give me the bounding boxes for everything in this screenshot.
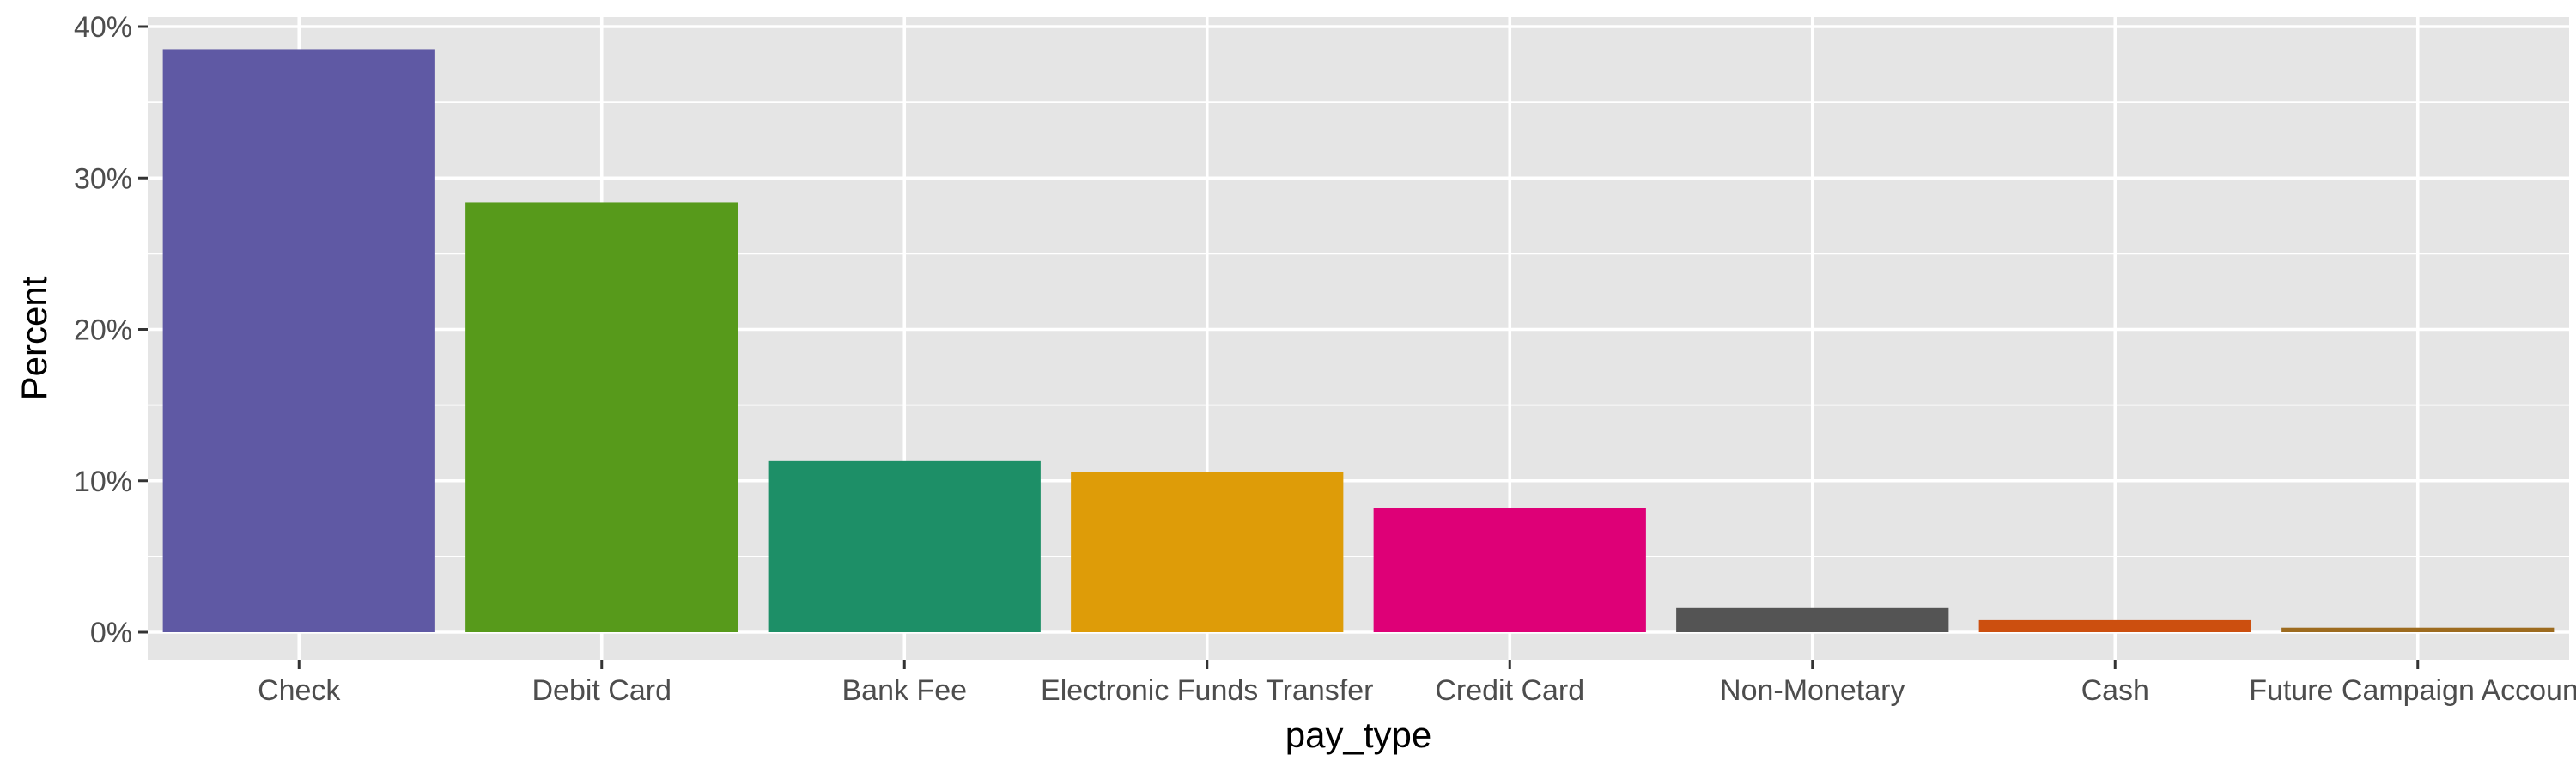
y-tick-label: 0% <box>90 617 132 649</box>
bar-future-campaign-account <box>2281 627 2555 632</box>
x-tick-label: Credit Card <box>1435 674 1584 707</box>
y-tick-label: 40% <box>74 11 132 44</box>
bars-layer <box>162 49 2555 632</box>
x-tick-label: Check <box>258 674 341 707</box>
y-tick-label: 30% <box>74 162 132 195</box>
bar-cash <box>1978 619 2251 632</box>
bar-credit-card <box>1373 508 1646 632</box>
x-axis-title: pay_type <box>1285 715 1431 755</box>
bar-debit-card <box>465 202 738 632</box>
ticks-layer: 0% 10% 20% 30% 40% Check Debit Card Bank Fee Ele… <box>74 11 2576 707</box>
x-tick-label: Future Campaign Account <box>2249 674 2576 707</box>
x-tick-label: Bank Fee <box>841 674 967 707</box>
x-tick-label: Non-Monetary <box>1720 674 1905 707</box>
y-tick-label: 10% <box>74 466 132 498</box>
y-axis-title: Percent <box>14 276 54 400</box>
x-tick-label: Debit Card <box>532 674 671 707</box>
bar-non-monetary <box>1676 607 1949 632</box>
bar-electronic-funds-transfer <box>1071 472 1344 632</box>
bar-bank-fee <box>768 460 1041 632</box>
bar-check <box>162 49 435 632</box>
x-tick-label: Cash <box>2081 674 2149 707</box>
y-tick-label: 20% <box>74 314 132 347</box>
x-tick-label: Electronic Funds Transfer <box>1041 674 1373 707</box>
